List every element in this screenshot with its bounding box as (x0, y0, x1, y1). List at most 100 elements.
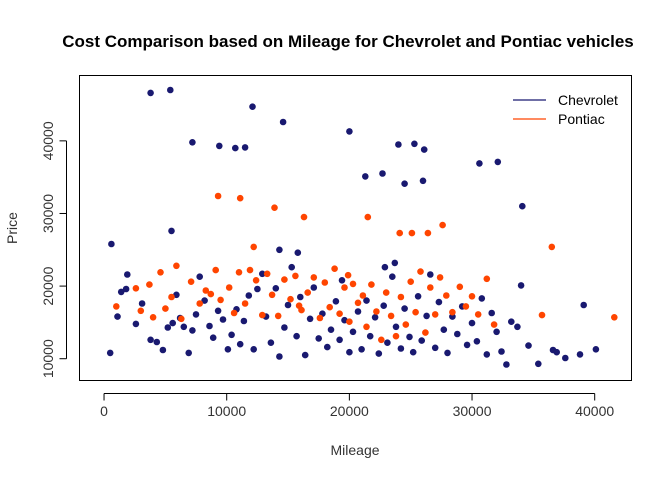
y-tick-label: 20000 (40, 266, 56, 305)
pontiac-point (490, 321, 498, 328)
chevrolet-point (483, 351, 491, 358)
pontiac-point (287, 295, 294, 303)
chevrolet-point (336, 336, 343, 344)
x-tick-label: 30000 (453, 403, 492, 419)
pontiac-point (274, 312, 282, 320)
pontiac-point (146, 281, 153, 288)
chevrolet-point (362, 173, 369, 180)
pontiac-point (427, 284, 434, 291)
chevrolet-point (108, 240, 115, 248)
chevrolet-point (514, 323, 521, 331)
chevrolet-point (419, 177, 427, 185)
pontiac-point (408, 229, 416, 237)
pontiac-point (462, 303, 470, 310)
pontiac-point (392, 332, 400, 340)
chevrolet-point (409, 348, 417, 356)
pontiac-point (196, 300, 203, 307)
chevrolet-point (169, 319, 176, 327)
pontiac-point (316, 314, 324, 322)
pontiac-point (382, 289, 390, 296)
chevrolet-point (164, 324, 172, 331)
pontiac-point (241, 300, 249, 307)
pontiac-point (149, 314, 157, 321)
chevrolet-point (553, 348, 560, 356)
pontiac-point (326, 303, 334, 311)
chevrolet-point (473, 338, 481, 345)
pontiac-point (407, 278, 415, 286)
chevrolet-point (366, 332, 374, 340)
x-axis: 0 10000 20000 30000 40000 (100, 393, 614, 419)
chevrolet-point (185, 349, 192, 357)
chevrolet-point (122, 285, 130, 293)
chevrolet-point (214, 307, 222, 315)
pontiac-point (207, 290, 215, 298)
pontiac-point (162, 305, 169, 312)
chevrolet-point (592, 346, 600, 353)
pontiac-point (417, 268, 424, 275)
chevrolet-point (245, 292, 253, 299)
chevrolet-point (327, 326, 335, 334)
chevrolet-point (201, 297, 208, 304)
pontiac-point (349, 280, 357, 288)
legend: Chevrolet Pontiac (513, 92, 618, 127)
chevrolet-point (267, 339, 275, 347)
chevrolet-point (498, 348, 505, 355)
pontiac-point (214, 192, 222, 200)
pontiac-point (168, 293, 175, 301)
chevrolet-point (440, 326, 448, 334)
pontiac-point (538, 311, 546, 319)
x-tick-label: 40000 (575, 403, 614, 419)
chevrolet-point (494, 158, 502, 166)
chevrolet-point (147, 89, 154, 97)
pontiac-point (344, 271, 352, 279)
pontiac-point (363, 323, 370, 331)
chevrolet-point (192, 311, 200, 318)
chevrolet-point (254, 285, 261, 293)
chevrolet-point (427, 271, 434, 278)
chevrolet-point (124, 271, 131, 278)
chevrolet-point (240, 317, 248, 325)
pontiac-point (474, 311, 482, 318)
chart-title: Cost Comparison based on Mileage for Che… (62, 32, 634, 51)
chevrolet-point (189, 327, 196, 334)
chevrolet-point (397, 345, 405, 352)
pontiac-point (259, 311, 266, 319)
x-tick-label: 0 (100, 403, 108, 419)
chevrolet-point (346, 348, 353, 356)
chevrolet-point (281, 324, 288, 331)
pontiac-point (397, 293, 405, 301)
pontiac-point (548, 243, 556, 251)
chevrolet-point (454, 330, 461, 338)
legend-label: Pontiac (558, 111, 605, 127)
chevrolet-point (444, 349, 451, 357)
chevrolet-point (562, 354, 569, 362)
chevrolet-point (249, 103, 256, 110)
pontiac-point (387, 312, 395, 320)
pontiac-point (187, 278, 195, 286)
chevrolet-point (241, 144, 249, 151)
pontiac-point (235, 269, 243, 276)
pontiac-point (436, 274, 444, 281)
chevrolet-point (138, 300, 146, 307)
chevrolet-point (147, 336, 154, 344)
pontiac-point (368, 281, 375, 288)
chevrolet-point (272, 285, 280, 292)
chevrolet-point (196, 273, 203, 281)
y-tick-label: 10000 (40, 339, 56, 378)
chevrolet-point (478, 295, 486, 302)
chevrolet-point (167, 86, 174, 94)
pontiac-point (402, 321, 410, 328)
chevrolet-point (363, 297, 370, 304)
pontiac-point (263, 270, 271, 278)
pontiac-point (310, 274, 318, 281)
chevrolet-point (159, 346, 167, 354)
chevrolet-point (414, 293, 422, 300)
pontiac-point (443, 292, 450, 299)
chevrolet-point (391, 259, 399, 267)
pontiac-point (346, 318, 353, 326)
chevrolet-point (379, 170, 386, 177)
chevrolet-point (381, 263, 389, 271)
chevrolet-point (431, 344, 439, 352)
chevrolet-point (401, 305, 408, 312)
pontiac-point (157, 269, 164, 276)
